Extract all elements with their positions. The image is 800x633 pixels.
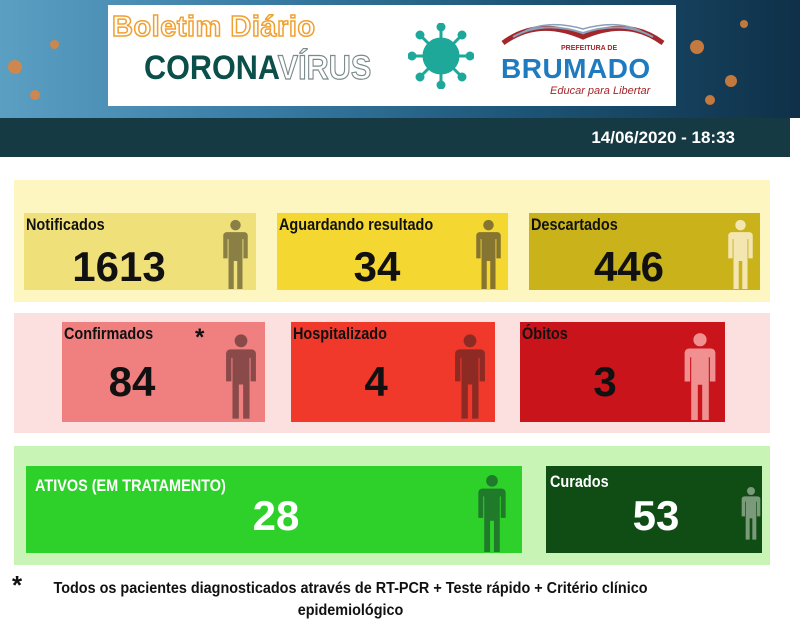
card-ativos: ATIVOS (EM TRATAMENTO) 28 — [26, 466, 522, 553]
logo-slogan: Educar para Libertar — [550, 85, 651, 97]
title-virus: VÍRUS — [277, 48, 372, 87]
card-value: 84 — [108, 358, 156, 405]
person-icon — [741, 474, 761, 552]
card-label: Curados — [550, 472, 609, 491]
coronavirus-icon — [408, 23, 474, 89]
card-value: 53 — [632, 492, 680, 539]
card-hospitalizado: Hospitalizado 4 — [291, 322, 495, 422]
logo-city: BRUMADO — [501, 53, 651, 84]
card-label: Óbitos — [522, 324, 568, 343]
brumado-logo: PREFEITURA DE BRUMADO Educar para Libert… — [498, 15, 668, 100]
card-value: 34 — [353, 243, 401, 290]
card-label: ATIVOS (EM TRATAMENTO) — [35, 476, 226, 495]
card-value: 446 — [593, 243, 665, 290]
logo-prefeitura: PREFEITURA DE — [561, 45, 618, 52]
card-label: Aguardando resultado — [279, 215, 434, 234]
card-label: Descartados — [531, 215, 618, 234]
person-icon — [683, 332, 717, 420]
title-corona: CORONA — [144, 49, 278, 87]
card-notificados: Notificados 1613 — [24, 213, 256, 290]
coronavirus-title: CORONAVÍRUS — [144, 48, 372, 88]
card-value: 4 — [364, 358, 388, 405]
person-icon — [475, 219, 502, 289]
open-book-icon — [501, 23, 665, 45]
card-value: 1613 — [72, 243, 166, 290]
footnote-text: Todos os pacientes diagnosticados atravé… — [53, 580, 648, 619]
person-icon — [476, 474, 508, 552]
person-icon — [225, 332, 257, 420]
person-icon — [727, 219, 754, 289]
card-label: Confirmados — [64, 324, 154, 343]
bulletin-datetime: 14/06/2020 - 18:33 — [591, 128, 735, 147]
card-value: 3 — [593, 358, 617, 405]
bulletin-title: Boletim Diário — [111, 10, 316, 44]
card-descartados: Descartados 446 — [529, 213, 760, 290]
card-aguardando: Aguardando resultado 34 — [277, 213, 508, 290]
card-confirmados: Confirmados * 84 — [62, 322, 265, 422]
person-icon — [454, 332, 486, 420]
card-label: Hospitalizado — [293, 324, 387, 343]
card-obitos: Óbitos 3 — [520, 322, 725, 422]
bulletin-title-box: Boletim Diário CORONAVÍRUS PREFEITURA DE… — [108, 5, 676, 106]
footnote-marker: * — [195, 324, 205, 351]
card-label: Notificados — [26, 215, 105, 234]
person-icon — [222, 219, 249, 289]
date-bar: 14/06/2020 - 18:33 — [0, 118, 790, 157]
footnote-marker: * — [12, 570, 23, 600]
card-curados: Curados 53 — [546, 466, 762, 553]
card-value: 28 — [252, 492, 300, 539]
